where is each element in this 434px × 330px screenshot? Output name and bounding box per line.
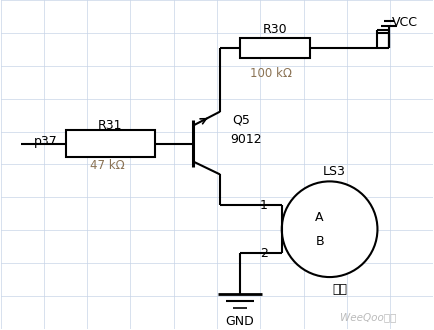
- Text: A: A: [316, 211, 324, 224]
- Text: R31: R31: [98, 119, 123, 132]
- Text: LS3: LS3: [323, 165, 346, 178]
- Circle shape: [282, 182, 378, 277]
- Text: 9012: 9012: [230, 133, 262, 146]
- Bar: [240, 38, 310, 58]
- Text: VCC: VCC: [391, 16, 418, 29]
- Text: 电铃: 电铃: [332, 282, 347, 296]
- Text: 1: 1: [260, 199, 268, 212]
- Text: 47 kΩ: 47 kΩ: [90, 159, 125, 172]
- Bar: [66, 130, 155, 157]
- Text: WeeQoo维库: WeeQoo维库: [339, 312, 396, 322]
- Text: 2: 2: [260, 247, 268, 260]
- Text: GND: GND: [226, 315, 254, 328]
- Text: p37: p37: [34, 135, 57, 148]
- Text: R30: R30: [263, 23, 287, 36]
- Text: B: B: [316, 235, 324, 248]
- Text: 100 kΩ: 100 kΩ: [250, 67, 292, 80]
- Text: Q5: Q5: [232, 113, 250, 126]
